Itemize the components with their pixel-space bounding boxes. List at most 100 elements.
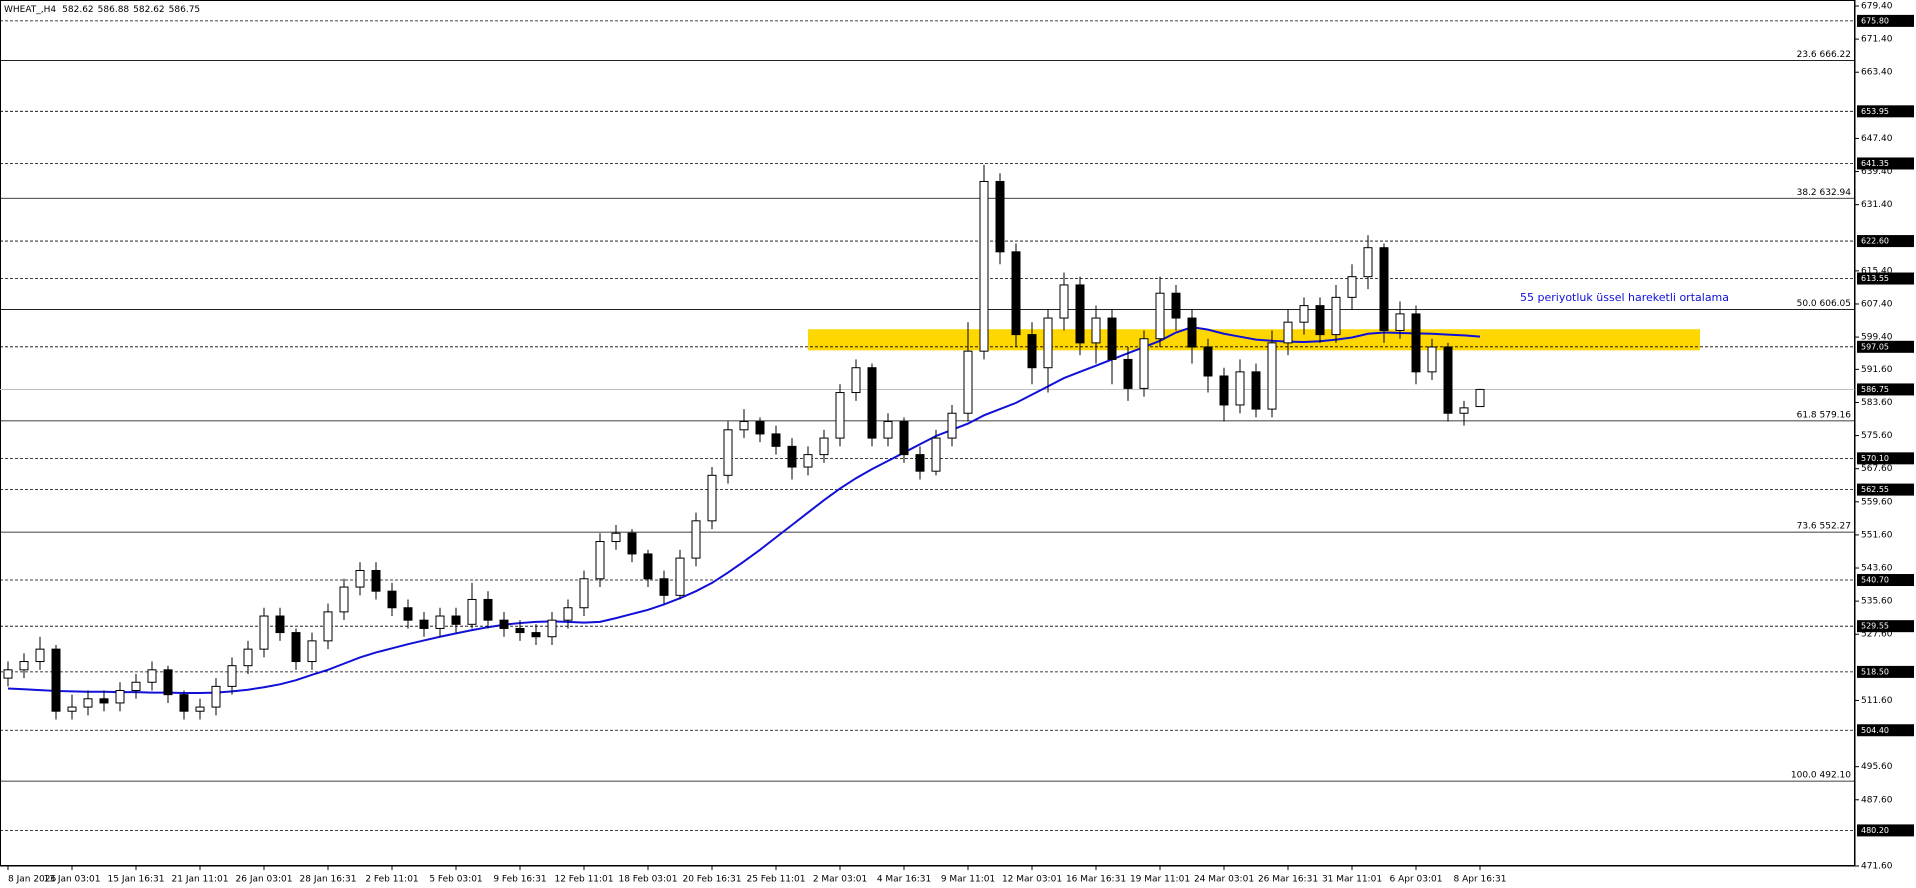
price-box bbox=[1857, 574, 1914, 587]
candle-body bbox=[1011, 251, 1021, 336]
fib-label: 73.6 552.27 bbox=[1797, 522, 1851, 532]
plot-frame bbox=[0, 0, 1855, 866]
candle-body bbox=[691, 520, 701, 559]
candle-body bbox=[867, 367, 877, 439]
price-box bbox=[1857, 724, 1914, 737]
y-tick-label: 639.40 bbox=[1861, 167, 1893, 177]
price-box bbox=[1857, 452, 1914, 465]
y-tick-label: 631.40 bbox=[1861, 200, 1893, 210]
candle-body bbox=[883, 421, 893, 439]
price-box-label: 622.60 bbox=[1861, 237, 1889, 246]
y-tick-label: 543.60 bbox=[1861, 564, 1893, 574]
price-box-label: 570.10 bbox=[1861, 454, 1889, 463]
x-tick-label: 19 Mar 11:01 bbox=[1130, 875, 1190, 885]
y-tick-label: 527.60 bbox=[1861, 630, 1893, 640]
candle-body bbox=[979, 180, 989, 352]
candle-body bbox=[771, 433, 781, 447]
candle-body bbox=[723, 429, 733, 476]
x-tick-label: 2 Feb 11:01 bbox=[365, 875, 418, 885]
candle-body bbox=[1027, 334, 1037, 369]
candle-body bbox=[755, 421, 765, 435]
y-tick-label: 575.60 bbox=[1861, 431, 1893, 441]
candle-body bbox=[131, 681, 141, 692]
y-tick-label: 599.40 bbox=[1861, 333, 1893, 343]
candle-body bbox=[787, 445, 797, 468]
price-box bbox=[1857, 272, 1914, 285]
candle-body bbox=[1123, 358, 1133, 389]
price-box bbox=[1857, 383, 1914, 396]
candle-body bbox=[947, 412, 957, 439]
header-open: 582.62 bbox=[62, 5, 94, 15]
candle-body bbox=[339, 586, 349, 613]
candle-body bbox=[67, 706, 77, 712]
candle-body bbox=[1443, 346, 1453, 414]
price-box bbox=[1857, 340, 1914, 353]
candle-body bbox=[1219, 375, 1229, 406]
x-tick-label: 12 Mar 03:01 bbox=[1002, 875, 1062, 885]
candle-body bbox=[707, 474, 717, 522]
price-box bbox=[1857, 105, 1914, 118]
candle-body bbox=[403, 607, 413, 621]
annotation: 55 periyotluk üssel hareketli ortalama bbox=[1520, 291, 1729, 304]
price-box-label: 641.35 bbox=[1861, 159, 1889, 168]
x-tick-label: 21 Jan 11:01 bbox=[172, 875, 229, 885]
price-box bbox=[1857, 14, 1914, 27]
candle-body bbox=[35, 648, 45, 663]
candle-body bbox=[1283, 321, 1293, 344]
price-box-label: 480.20 bbox=[1861, 826, 1889, 835]
candle-body bbox=[531, 632, 541, 638]
x-tick-label: 25 Feb 11:01 bbox=[746, 875, 805, 885]
candle-body bbox=[451, 615, 461, 625]
candle-body bbox=[1187, 317, 1197, 348]
x-tick-label: 4 Mar 16:31 bbox=[877, 875, 931, 885]
price-box-label: 597.05 bbox=[1861, 342, 1889, 351]
candle-body bbox=[1315, 305, 1325, 336]
y-tick-label: 607.40 bbox=[1861, 299, 1893, 309]
candle-body bbox=[211, 685, 221, 708]
candle-body bbox=[595, 541, 605, 580]
candle-body bbox=[1475, 388, 1485, 408]
candle-body bbox=[51, 648, 61, 712]
price-box-label: 540.70 bbox=[1861, 576, 1889, 585]
price-box bbox=[1857, 620, 1914, 633]
y-tick-label: 487.60 bbox=[1861, 795, 1893, 805]
candle-body bbox=[1107, 317, 1117, 360]
x-tick-label: 16 Mar 16:31 bbox=[1066, 875, 1126, 885]
header: WHEAT_,H4 582.62 586.88 582.62 586.75 bbox=[4, 5, 200, 15]
price-box bbox=[1857, 665, 1914, 678]
candle-body bbox=[643, 553, 653, 580]
candle-body bbox=[259, 615, 269, 650]
x-tick-label: 6 Apr 03:01 bbox=[1390, 875, 1443, 885]
candle-body bbox=[99, 698, 109, 704]
candle-body bbox=[1251, 371, 1261, 410]
candle-body bbox=[163, 669, 173, 696]
candle-body bbox=[483, 598, 493, 621]
candle-body bbox=[371, 570, 381, 592]
candle-body bbox=[147, 669, 157, 683]
candle-body bbox=[83, 698, 93, 708]
price-box-label: 529.55 bbox=[1861, 622, 1889, 631]
candle-body bbox=[1235, 371, 1245, 406]
candle-body bbox=[323, 611, 333, 642]
y-tick-label: 583.60 bbox=[1861, 398, 1893, 408]
ema-line bbox=[7, 326, 1481, 695]
candle-body bbox=[675, 557, 685, 596]
candle-body bbox=[1139, 338, 1149, 389]
candle-body bbox=[1459, 407, 1469, 414]
y-tick-label: 511.60 bbox=[1861, 696, 1893, 706]
candle-body bbox=[1059, 284, 1069, 319]
candle-body bbox=[627, 532, 637, 555]
header-low: 582.62 bbox=[133, 5, 165, 15]
x-tick-label: 24 Mar 03:01 bbox=[1194, 875, 1254, 885]
candle-body bbox=[291, 632, 301, 663]
candle-body bbox=[355, 570, 365, 588]
price-box bbox=[1857, 824, 1914, 837]
y-tick-label: 471.60 bbox=[1861, 862, 1893, 872]
y-tick-label: 671.40 bbox=[1861, 35, 1893, 45]
header-close: 586.75 bbox=[169, 5, 201, 15]
candle-body bbox=[1299, 305, 1309, 323]
price-box-label: 562.55 bbox=[1861, 485, 1889, 494]
x-tick-label: 18 Feb 03:01 bbox=[618, 875, 677, 885]
y-tick-label: 615.40 bbox=[1861, 266, 1893, 276]
